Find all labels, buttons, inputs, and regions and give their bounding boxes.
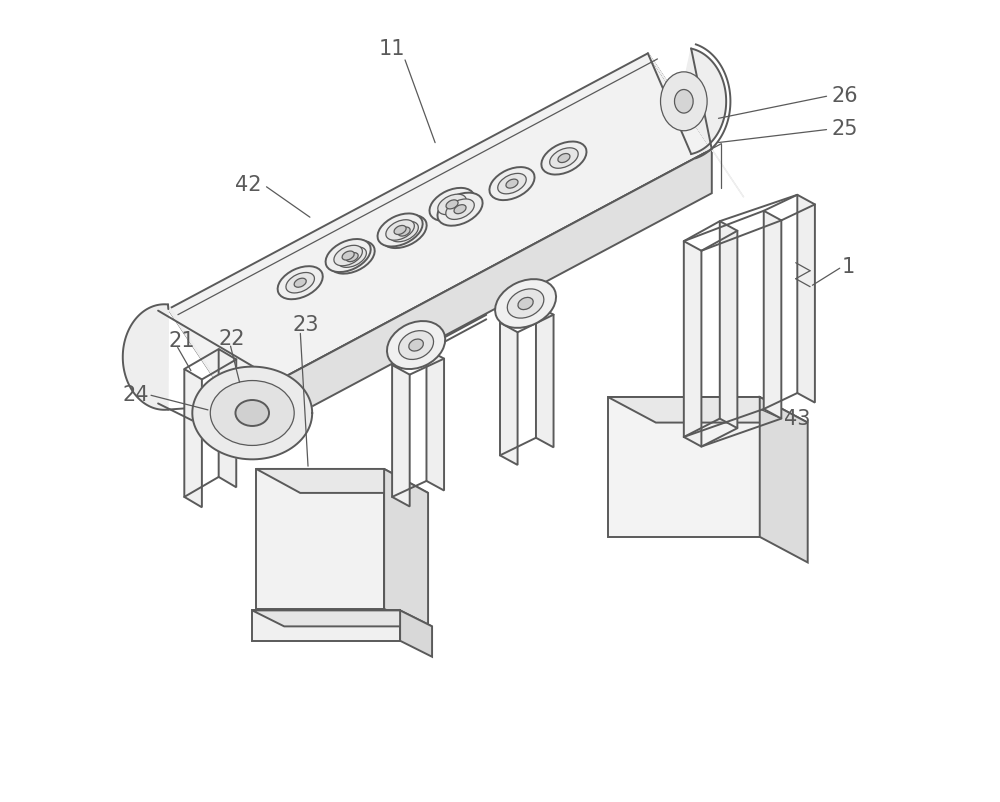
Text: 1: 1 xyxy=(842,257,855,277)
Polygon shape xyxy=(252,610,400,641)
Ellipse shape xyxy=(399,330,434,359)
Ellipse shape xyxy=(378,213,423,246)
Ellipse shape xyxy=(495,279,556,328)
Ellipse shape xyxy=(334,245,362,265)
Ellipse shape xyxy=(390,221,418,241)
Polygon shape xyxy=(232,149,712,449)
Polygon shape xyxy=(168,54,712,405)
Ellipse shape xyxy=(346,253,358,261)
Ellipse shape xyxy=(409,339,423,351)
Polygon shape xyxy=(384,469,428,633)
Ellipse shape xyxy=(675,90,693,113)
Ellipse shape xyxy=(498,173,526,194)
Ellipse shape xyxy=(326,239,371,272)
Polygon shape xyxy=(192,367,312,460)
Polygon shape xyxy=(123,304,232,410)
Ellipse shape xyxy=(506,179,518,188)
Ellipse shape xyxy=(541,141,587,175)
Polygon shape xyxy=(219,349,236,488)
Polygon shape xyxy=(256,469,384,609)
Polygon shape xyxy=(500,322,518,465)
Polygon shape xyxy=(608,397,760,537)
Polygon shape xyxy=(797,195,815,403)
Ellipse shape xyxy=(550,148,578,168)
Ellipse shape xyxy=(437,192,483,225)
Ellipse shape xyxy=(338,247,366,267)
Text: 25: 25 xyxy=(832,119,858,140)
Text: 22: 22 xyxy=(219,329,245,349)
Polygon shape xyxy=(684,241,701,447)
Ellipse shape xyxy=(446,200,458,209)
Polygon shape xyxy=(608,397,808,423)
Polygon shape xyxy=(252,610,432,626)
Polygon shape xyxy=(426,349,444,491)
Polygon shape xyxy=(536,305,554,448)
Text: 26: 26 xyxy=(832,86,858,106)
Polygon shape xyxy=(764,211,781,419)
Ellipse shape xyxy=(518,298,533,310)
Ellipse shape xyxy=(382,215,427,248)
Ellipse shape xyxy=(429,188,475,221)
Ellipse shape xyxy=(558,153,570,163)
Ellipse shape xyxy=(661,72,707,131)
Text: 11: 11 xyxy=(379,39,405,59)
Ellipse shape xyxy=(454,205,466,213)
Ellipse shape xyxy=(342,251,354,260)
Polygon shape xyxy=(184,369,202,508)
Polygon shape xyxy=(648,49,744,197)
Ellipse shape xyxy=(446,199,474,220)
Text: 21: 21 xyxy=(168,331,195,351)
Ellipse shape xyxy=(294,278,306,287)
Ellipse shape xyxy=(489,167,535,200)
Ellipse shape xyxy=(330,241,375,273)
Ellipse shape xyxy=(438,194,466,215)
Text: 42: 42 xyxy=(235,175,261,195)
Ellipse shape xyxy=(386,220,414,240)
Text: 23: 23 xyxy=(292,315,319,335)
Ellipse shape xyxy=(278,266,323,299)
Ellipse shape xyxy=(507,289,544,318)
Polygon shape xyxy=(760,397,808,562)
Polygon shape xyxy=(256,469,428,493)
Ellipse shape xyxy=(286,273,314,293)
Polygon shape xyxy=(392,365,410,507)
Ellipse shape xyxy=(394,225,406,234)
Ellipse shape xyxy=(235,400,269,426)
Ellipse shape xyxy=(387,321,445,369)
Text: 43: 43 xyxy=(784,408,810,428)
Text: 24: 24 xyxy=(123,385,149,404)
Ellipse shape xyxy=(210,380,294,445)
Polygon shape xyxy=(720,221,737,428)
Ellipse shape xyxy=(398,227,410,236)
Polygon shape xyxy=(400,610,432,657)
